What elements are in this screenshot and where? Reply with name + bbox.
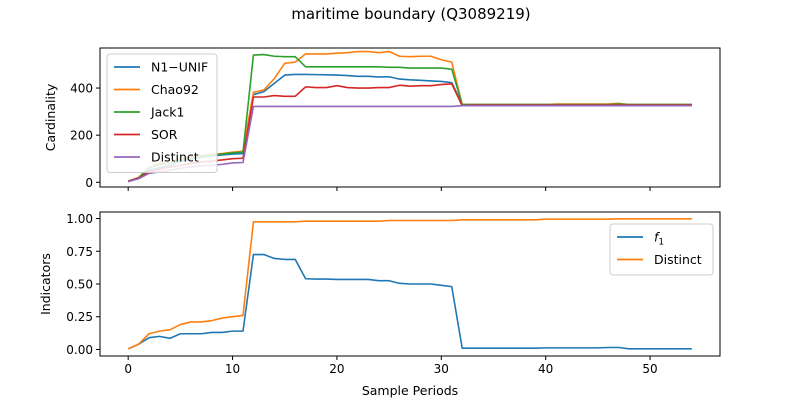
legend-label: Distinct [654,252,702,267]
x-tick-label: 50 [642,362,657,376]
legend-box [106,53,218,173]
x-tick-label: 10 [225,362,240,376]
y-tick-label: 0 [85,176,93,190]
legend-label: Distinct [151,150,199,165]
cardinality-ylabel: Cardinality [43,83,58,151]
indicators-legend: f1 Distinct [609,223,714,276]
figure-title: maritime boundary (Q3089219) [291,5,530,23]
series-line-4 [127,104,692,183]
cardinality-axes: 0 200 400 [70,47,721,191]
cardinality-legend: N1−UNIF Chao92 Jack1 SOR Distinct [106,53,218,173]
x-tick-label: 20 [329,362,344,376]
indicators-ylabel: Indicators [38,253,53,315]
indicators-panel: 0 10 20 30 40 50 0.00 0.25 0.50 0.75 1.00 Indicato… [38,211,721,398]
cardinality-series-lines [127,50,692,183]
legend-label: SOR [151,127,178,142]
legend-label: f1 [654,230,664,248]
y-tick-label: 400 [70,82,93,96]
cardinality-panel: 0 200 400 Cardinality N1−UNIF Chao92 Jack1 SO… [43,47,721,191]
x-tick-label: 30 [434,362,449,376]
legend-box [609,223,714,276]
legend-label: Jack1 [150,105,184,120]
y-tick-label: 0.50 [66,278,93,292]
indicators-xlabel: Sample Periods [362,383,458,398]
x-tick-label: 0 [124,362,132,376]
y-tick-label: 1.00 [66,212,93,226]
series-line-0 [127,253,692,350]
axes-frame [99,47,721,188]
y-tick-label: 0.75 [66,245,93,259]
x-tick-label: 40 [538,362,553,376]
y-tick-label: 0.00 [66,343,93,357]
legend-label: Chao92 [151,82,199,97]
indicators-axes: 0 10 20 30 40 50 0.00 0.25 0.50 0.75 1.00 [66,211,721,376]
y-tick-label: 200 [70,129,93,143]
indicators-series-lines [127,218,692,350]
series-line-1 [127,218,692,350]
legend-label: N1−UNIF [151,60,208,75]
y-tick-label: 0.25 [66,310,93,324]
